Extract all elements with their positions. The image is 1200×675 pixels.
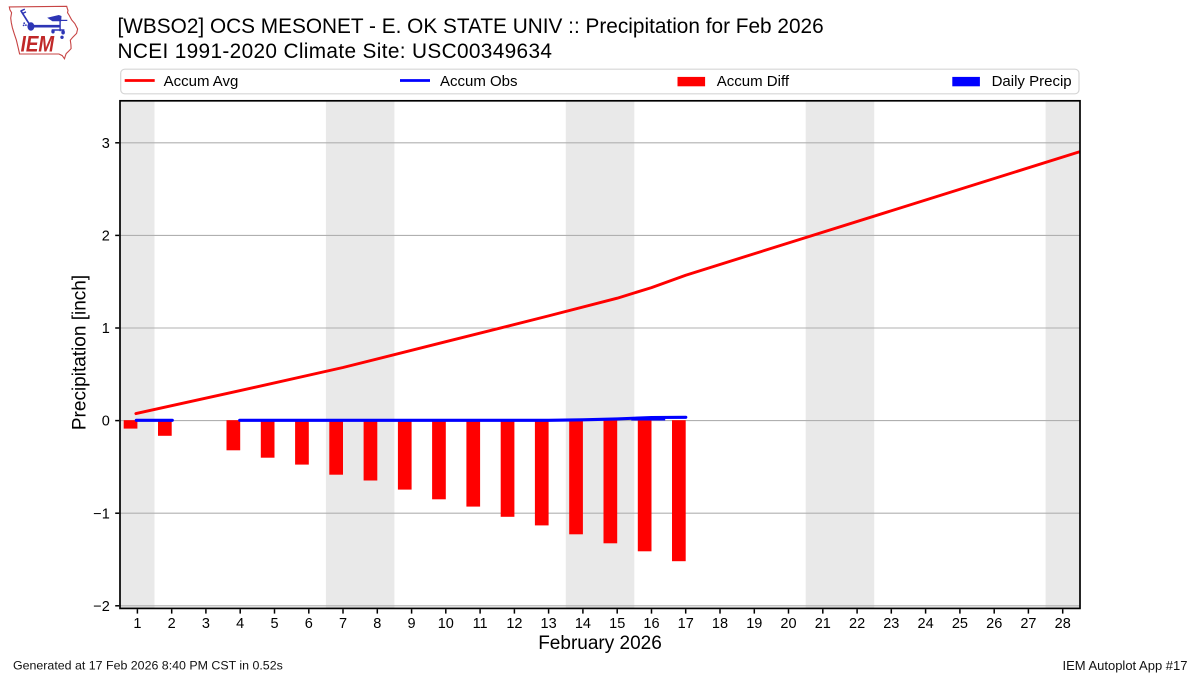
svg-text:5: 5 bbox=[270, 616, 278, 632]
svg-text:18: 18 bbox=[712, 616, 728, 632]
svg-text:9: 9 bbox=[408, 616, 416, 632]
svg-text:2: 2 bbox=[168, 616, 176, 632]
svg-text:8: 8 bbox=[373, 616, 381, 632]
svg-text:7: 7 bbox=[339, 616, 347, 632]
svg-text:3: 3 bbox=[202, 616, 210, 632]
svg-text:15: 15 bbox=[609, 616, 625, 632]
svg-text:Daily Precip: Daily Precip bbox=[992, 73, 1072, 90]
svg-text:28: 28 bbox=[1055, 616, 1071, 632]
svg-text:−1: −1 bbox=[93, 506, 110, 522]
svg-text:10: 10 bbox=[438, 616, 454, 632]
svg-text:25: 25 bbox=[952, 616, 968, 632]
svg-text:NCEI 1991-2020 Climate Site: U: NCEI 1991-2020 Climate Site: USC00349634 bbox=[118, 40, 553, 63]
svg-text:24: 24 bbox=[918, 616, 934, 632]
svg-text:3: 3 bbox=[102, 136, 110, 152]
svg-text:14: 14 bbox=[575, 616, 591, 632]
svg-text:4: 4 bbox=[236, 616, 244, 632]
svg-text:17: 17 bbox=[678, 616, 694, 632]
svg-text:13: 13 bbox=[541, 616, 557, 632]
svg-text:19: 19 bbox=[746, 616, 762, 632]
svg-text:Precipitation [inch]: Precipitation [inch] bbox=[70, 275, 91, 430]
svg-text:16: 16 bbox=[643, 616, 659, 632]
svg-text:27: 27 bbox=[1020, 616, 1036, 632]
svg-text:1: 1 bbox=[133, 616, 141, 632]
svg-text:February 2026: February 2026 bbox=[538, 633, 662, 654]
svg-text:26: 26 bbox=[986, 616, 1002, 632]
svg-text:IEM: IEM bbox=[21, 32, 55, 57]
svg-text:6: 6 bbox=[305, 616, 313, 632]
svg-text:−2: −2 bbox=[93, 599, 110, 615]
svg-text:23: 23 bbox=[883, 616, 899, 632]
svg-text:12: 12 bbox=[506, 616, 522, 632]
svg-text:Generated at 17 Feb 2026 8:40: Generated at 17 Feb 2026 8:40 PM CST in … bbox=[13, 659, 283, 673]
svg-text:Accum Obs: Accum Obs bbox=[440, 73, 518, 90]
svg-text:0: 0 bbox=[102, 414, 110, 430]
svg-text:11: 11 bbox=[473, 616, 488, 632]
svg-text:2: 2 bbox=[102, 229, 110, 245]
svg-text:IEM Autoplot App #17: IEM Autoplot App #17 bbox=[1062, 658, 1187, 673]
svg-text:22: 22 bbox=[849, 616, 865, 632]
svg-text:21: 21 bbox=[815, 616, 831, 632]
svg-text:Accum Avg: Accum Avg bbox=[164, 73, 239, 90]
svg-text:1: 1 bbox=[102, 321, 110, 337]
svg-text:20: 20 bbox=[780, 616, 796, 632]
svg-text:Accum Diff: Accum Diff bbox=[717, 73, 790, 90]
svg-text:[WBSO2] OCS MESONET - E. OK ST: [WBSO2] OCS MESONET - E. OK STATE UNIV :… bbox=[118, 15, 824, 38]
